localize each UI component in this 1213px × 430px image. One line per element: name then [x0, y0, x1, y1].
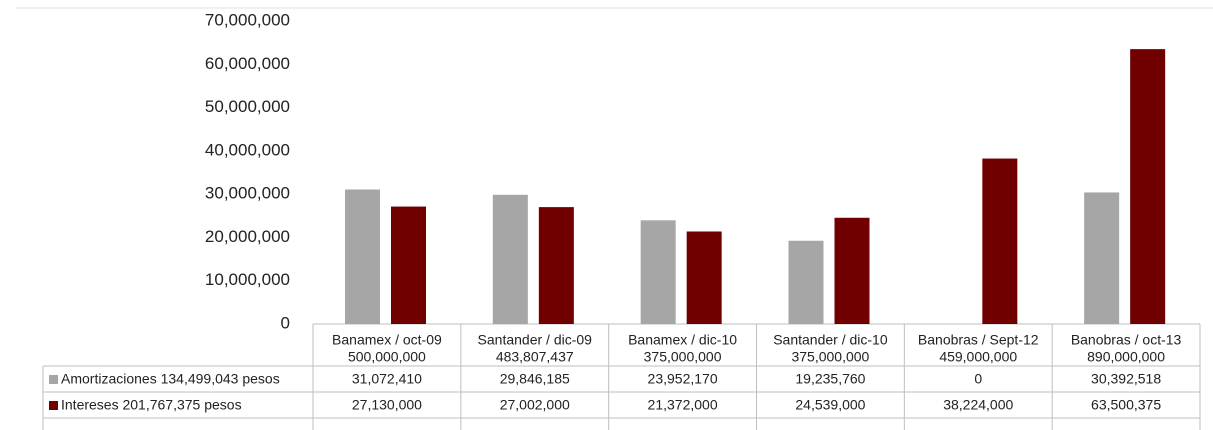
- y-tick-label: 0: [281, 313, 290, 332]
- bar: [492, 194, 528, 324]
- bar: [538, 207, 574, 324]
- bar: [686, 231, 722, 324]
- legend-swatch: [49, 401, 58, 410]
- x-tick-label: Banamex / oct-09: [332, 332, 442, 348]
- legend-swatch: [49, 375, 58, 384]
- legend-label: Intereses 201,767,375 pesos: [61, 397, 242, 413]
- x-tick-label: 459,000,000: [939, 349, 1017, 365]
- x-tick-label: 375,000,000: [644, 349, 722, 365]
- y-tick-label: 10,000,000: [205, 270, 290, 289]
- x-tick-label: 483,807,437: [496, 349, 574, 365]
- value-label: 27,002,000: [500, 397, 570, 413]
- bar: [788, 240, 824, 324]
- y-tick-label: 60,000,000: [205, 54, 290, 73]
- value-label: 27,130,000: [352, 397, 422, 413]
- y-tick-label: 20,000,000: [205, 227, 290, 246]
- bar: [834, 217, 870, 324]
- y-tick-label: 70,000,000: [205, 10, 290, 29]
- x-tick-label: 890,000,000: [1087, 349, 1165, 365]
- bar: [1084, 192, 1120, 324]
- value-label: 30,392,518: [1091, 371, 1161, 387]
- value-label: 38,224,000: [943, 397, 1013, 413]
- x-tick-label: Banobras / Sept-12: [918, 332, 1039, 348]
- x-tick-label: 375,000,000: [791, 349, 869, 365]
- x-tick-label: Banamex / dic-10: [628, 332, 737, 348]
- y-tick-label: 50,000,000: [205, 97, 290, 116]
- value-label: 23,952,170: [648, 371, 718, 387]
- value-label: 24,539,000: [795, 397, 865, 413]
- legend-label: Amortizaciones 134,499,043 pesos: [61, 371, 280, 387]
- y-tick-label: 30,000,000: [205, 184, 290, 203]
- x-tick-label: Santander / dic-09: [478, 332, 593, 348]
- value-label: 29,846,185: [500, 371, 570, 387]
- value-label: 63,500,375: [1091, 397, 1161, 413]
- bar: [1130, 49, 1166, 324]
- x-tick-label: 500,000,000: [348, 349, 426, 365]
- value-label: 19,235,760: [795, 371, 865, 387]
- value-label: 21,372,000: [648, 397, 718, 413]
- value-label: 0: [974, 371, 982, 387]
- bar: [391, 206, 426, 324]
- bar: [345, 189, 380, 324]
- y-tick-label: 40,000,000: [205, 140, 290, 159]
- value-label: 31,072,410: [352, 371, 422, 387]
- x-tick-label: Santander / dic-10: [773, 332, 888, 348]
- x-tick-label: Banobras / oct-13: [1071, 332, 1182, 348]
- bar: [982, 158, 1018, 324]
- bar: [640, 220, 676, 324]
